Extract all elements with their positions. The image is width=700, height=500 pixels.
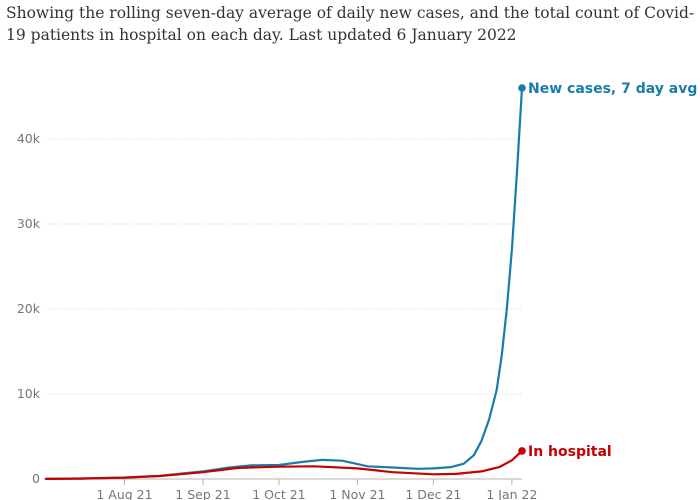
series: New cases, 7 day avg In hospital [44,81,697,480]
x-tick-label-2: 1 Oct 21 [252,487,305,500]
gridlines [46,138,522,395]
x-tick-label-3: 1 Nov 21 [329,487,385,500]
x-tick-label-1: 1 Sep 21 [175,487,230,500]
series-line-1 [44,449,524,480]
series-line-0 [44,86,524,480]
y-tick-label-3: 30k [17,216,41,231]
axes: 0 10k 20k 30k 40k 1 Aug 21 1 Sep 21 1 Oct 21 1 N… [17,131,538,500]
series-end-point-1 [518,447,526,455]
y-tick-label-1: 10k [17,386,41,401]
y-tick-label-2: 20k [17,301,41,316]
series-end-point-0 [518,84,526,92]
series-end-label-0: New cases, 7 day avg [528,81,697,97]
series-end-label-1: In hospital [528,444,612,460]
x-tick-label-5: 1 Jan 22 [486,487,537,500]
y-tick-label-4: 40k [17,131,41,146]
chart-subtitle: Showing the rolling seven-day average of… [6,4,695,44]
y-tick-label-0: 0 [32,471,40,486]
x-tick-label-0: 1 Aug 21 [96,487,152,500]
x-tick-label-4: 1 Dec 21 [405,487,461,500]
